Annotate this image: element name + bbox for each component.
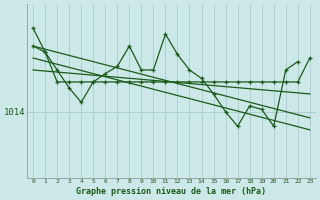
X-axis label: Graphe pression niveau de la mer (hPa): Graphe pression niveau de la mer (hPa): [76, 187, 267, 196]
